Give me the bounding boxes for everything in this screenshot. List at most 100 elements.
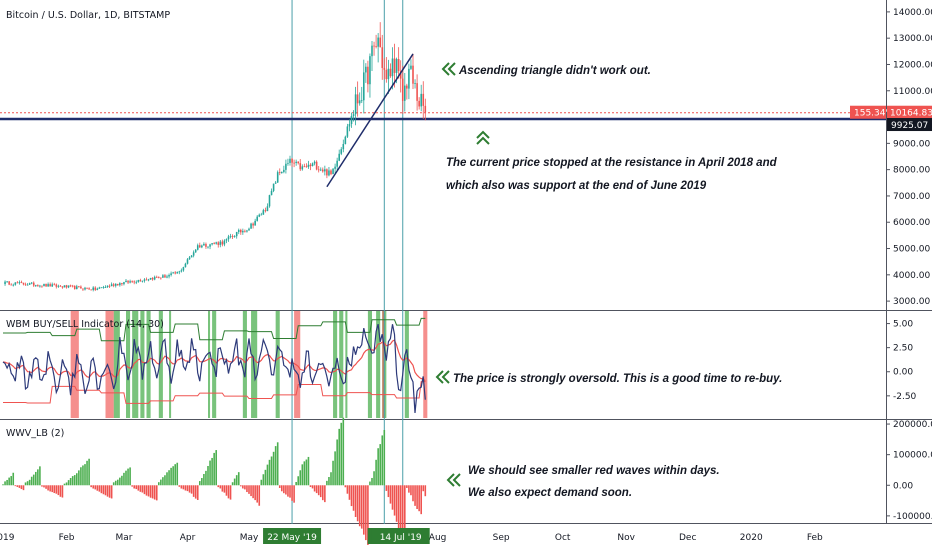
wwv-bar xyxy=(39,466,41,486)
candle-body xyxy=(168,274,170,277)
wwv-bar xyxy=(133,485,135,489)
candle-body xyxy=(350,115,353,124)
wwv-bar xyxy=(356,485,359,522)
candle-body xyxy=(367,66,369,85)
candle-body xyxy=(131,281,133,283)
candle-body xyxy=(39,285,41,287)
candle-body xyxy=(311,163,314,167)
wwv-bar xyxy=(313,485,316,492)
wwv-bar xyxy=(237,472,240,486)
candle-body xyxy=(231,236,234,237)
wwv-bar xyxy=(219,485,222,489)
candle-body xyxy=(283,169,285,172)
wwv-bar xyxy=(168,470,170,486)
candle-body xyxy=(104,287,107,288)
candle-body xyxy=(346,126,349,137)
candle-body xyxy=(203,243,205,246)
wwv-bar xyxy=(254,485,256,501)
buy-band xyxy=(132,311,139,418)
wwv-bar xyxy=(227,485,230,499)
wwv-bar xyxy=(268,459,271,486)
wwv-bar xyxy=(367,485,369,545)
candle-body xyxy=(176,272,179,274)
wwv-bar xyxy=(340,422,343,486)
wwv-bar xyxy=(274,446,277,486)
candle-body xyxy=(73,285,76,289)
indicator-tick-label: 5.00 xyxy=(893,320,913,330)
candle-body xyxy=(102,287,105,288)
candle-body xyxy=(319,169,322,171)
wwv-bar xyxy=(199,481,201,486)
annotation-oversold: The price is strongly oversold. This is … xyxy=(435,370,782,385)
wwv-bar xyxy=(41,485,43,487)
candle-body xyxy=(182,267,185,271)
wwv-bar xyxy=(16,485,19,487)
candle-body xyxy=(196,245,199,250)
candle-body xyxy=(30,282,33,284)
candle-body xyxy=(57,285,60,287)
time-tick-label: 2019 xyxy=(0,533,15,543)
candle-body xyxy=(143,279,146,281)
wwv-bar xyxy=(229,485,232,500)
wwv-bar xyxy=(102,485,105,495)
price-tick-label: 4000.00 xyxy=(893,271,930,281)
wwv-bar xyxy=(262,474,265,486)
wwv-bar xyxy=(338,428,340,486)
wwv-bar xyxy=(256,485,258,503)
wwv-bar xyxy=(184,485,187,491)
candle-body xyxy=(190,255,193,258)
candle-body xyxy=(147,279,150,281)
wwv-bar xyxy=(172,466,174,486)
buy-band xyxy=(126,311,131,418)
wwv-bar xyxy=(252,485,254,499)
wwv-title: WWV_LB (2) xyxy=(6,428,64,439)
wwv-bar xyxy=(305,459,308,486)
wwv-bar xyxy=(377,448,379,486)
candle-body xyxy=(86,287,88,289)
wwv-bar xyxy=(319,485,322,498)
wwv-bar xyxy=(110,485,113,499)
candle-body xyxy=(336,160,338,167)
wwv-bar xyxy=(86,460,88,486)
wwv-bar xyxy=(90,485,92,488)
wwv-bar xyxy=(170,467,172,486)
wwv-bar xyxy=(139,485,142,492)
price-tick-label: 8000.00 xyxy=(893,166,930,176)
wwv-bar xyxy=(264,469,267,486)
candle-body xyxy=(225,239,228,241)
candle-body xyxy=(28,283,31,285)
candle-body xyxy=(59,285,62,287)
wwv-bar xyxy=(420,485,422,515)
wwv-bar xyxy=(14,485,17,487)
oscillator-series xyxy=(2,317,426,413)
sell-band xyxy=(294,311,301,418)
candle-body xyxy=(258,214,261,217)
candle-body xyxy=(151,277,154,280)
wwv-bar xyxy=(412,485,414,502)
wwv-bar xyxy=(135,485,138,490)
wwv-bar xyxy=(225,485,228,496)
wwv-bar xyxy=(12,472,15,486)
time-tick-label: Feb xyxy=(807,533,823,543)
candle-body xyxy=(248,228,250,231)
candle-body xyxy=(129,281,131,283)
candle-body xyxy=(229,236,232,237)
candle-body xyxy=(96,288,99,290)
candle-body xyxy=(377,37,379,47)
price-tick-label: 7000.00 xyxy=(893,192,930,202)
candle-body xyxy=(43,283,45,287)
candle-body xyxy=(420,93,422,107)
wwv-bar xyxy=(311,485,314,489)
time-tick-label: Feb xyxy=(59,533,75,543)
candle-body xyxy=(194,249,197,253)
double-chevron-left-icon xyxy=(441,62,456,76)
indicator-tick-label: 2.50 xyxy=(893,344,913,354)
wwv-bar xyxy=(266,464,269,486)
wwv-bar xyxy=(315,485,318,494)
wwv-bar xyxy=(176,462,179,486)
wwv-bar xyxy=(80,467,82,486)
wwv-bar xyxy=(127,468,129,486)
candle-body xyxy=(250,223,252,229)
wwv-bar xyxy=(119,477,121,486)
